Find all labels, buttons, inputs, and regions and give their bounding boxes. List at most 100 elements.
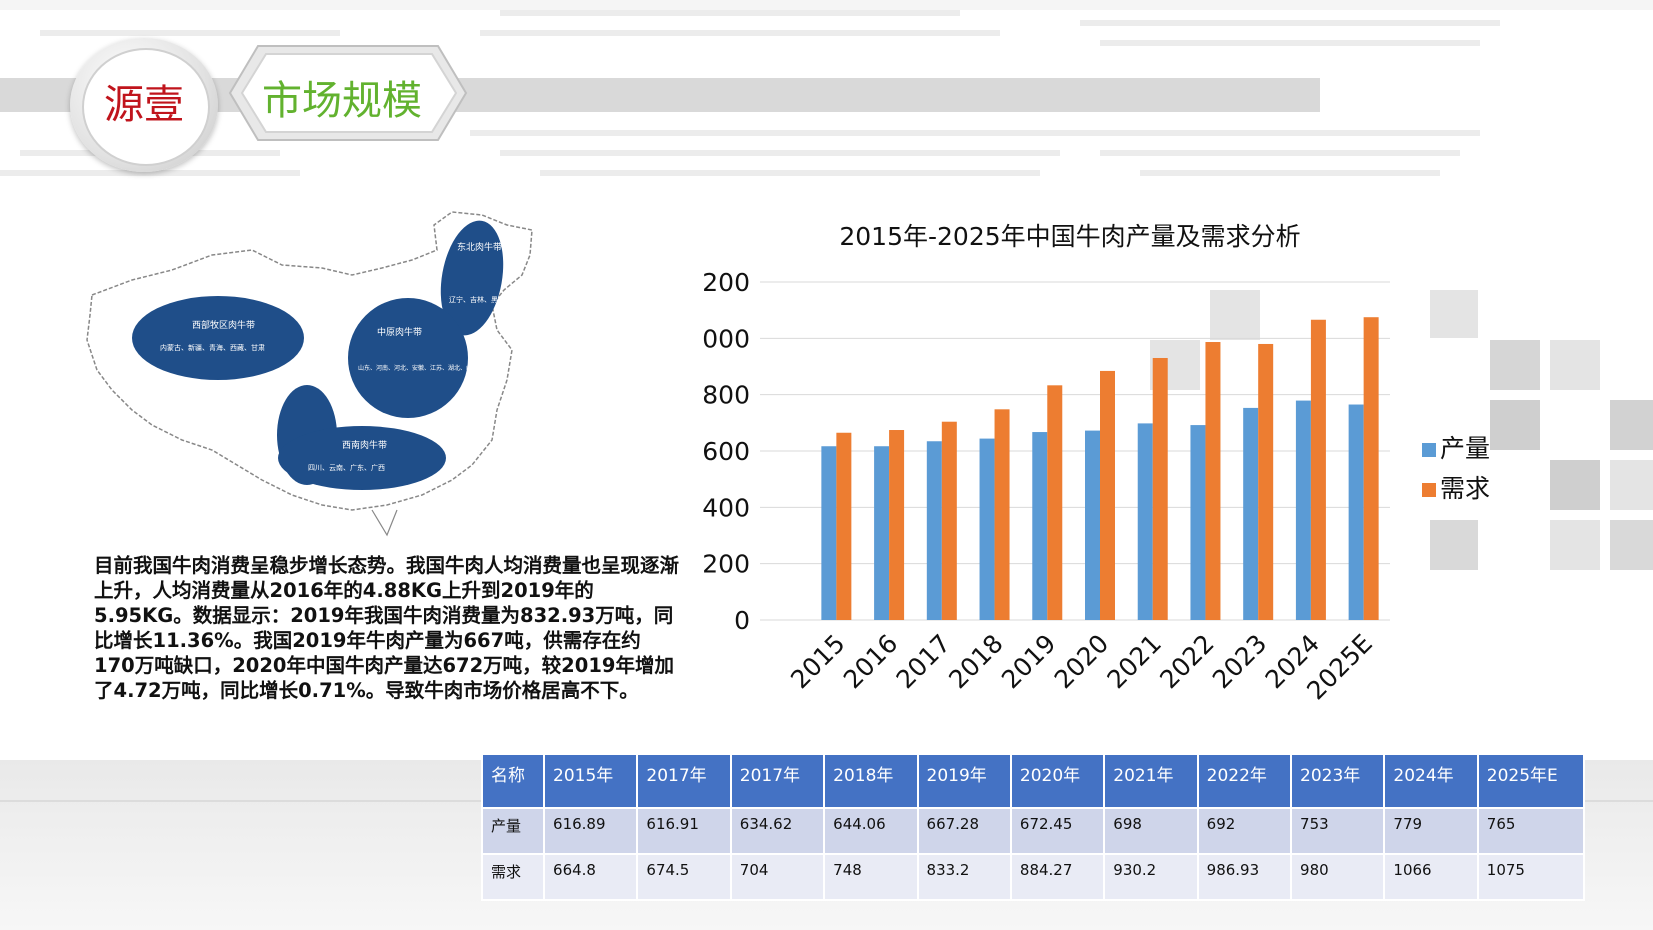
table-cell: 704 [729, 853, 826, 901]
table-cell: 692 [1196, 807, 1293, 855]
bar-demand [1258, 343, 1274, 620]
table-cell: 1066 [1383, 853, 1479, 901]
table-cell: 986.93 [1196, 853, 1293, 901]
table-cell: 644.06 [823, 807, 919, 855]
y-tick-label: 200 [702, 550, 750, 579]
x-tick-label: 2015 [785, 629, 850, 694]
region-west-name: 西部牧区肉牛带 [192, 319, 255, 331]
table-header-cell: 2020年 [1009, 753, 1106, 809]
table-header-cell: 2021年 [1103, 753, 1199, 809]
table-cell: 1075 [1476, 853, 1586, 901]
table-cell: 753 [1290, 807, 1386, 855]
region-southwest-provinces: 四川、云南、广东、广西 [308, 463, 385, 472]
table-header-cell: 2017年 [729, 753, 826, 809]
table-cell: 产量 [480, 807, 546, 855]
table-cell: 698 [1103, 807, 1199, 855]
y-tick-label: 400 [702, 493, 750, 522]
table-header-cell: 2017年 [636, 753, 732, 809]
bar-production [979, 438, 995, 620]
page-title: 市场规模 [262, 78, 422, 124]
region-west-provinces: 内蒙古、新疆、青海、西藏、甘肃 [160, 343, 265, 352]
bar-production [926, 441, 942, 620]
bar-production [874, 446, 890, 620]
beef-chart: 2015年-2025年中国牛肉产量及需求分析 0 200 400 600 800 1000… [686, 215, 1500, 745]
region-northeast-name: 东北肉牛带 [457, 241, 502, 253]
region-west [132, 296, 304, 380]
region-central [348, 298, 468, 418]
y-tick-label: 1000 [700, 324, 750, 353]
x-tick-label: 2018 [943, 629, 1008, 694]
table-cell: 616.89 [543, 807, 639, 855]
bar-production [1032, 432, 1048, 620]
x-tick-label: 2021 [1101, 629, 1166, 694]
region-central-provinces: 山东、河南、河北、安徽、江苏、湖北、山西、山西 [358, 364, 496, 372]
data-table: 名称 2015年 2017年 2017年 2018年 2019年 2020年 2021年 202… [480, 753, 1586, 901]
table-cell: 748 [823, 853, 919, 901]
region-northeast-provinces: 辽宁、吉林、黑龙江 [449, 295, 512, 304]
region-central-name: 中原肉牛带 [377, 326, 422, 338]
title-tag-shape [228, 45, 468, 141]
x-tick-label: 2023 [1207, 629, 1272, 694]
table-cell: 980 [1290, 853, 1386, 901]
region-southwest [278, 426, 446, 490]
table-row: 需求 664.8 674.5 704 748 833.2 884.27 930.2 986.93… [480, 853, 1586, 901]
bar-production [1243, 407, 1259, 620]
table-cell: 672.45 [1009, 807, 1106, 855]
bar-demand [994, 409, 1010, 620]
legend-label: 需求 [1440, 474, 1490, 503]
table-header-cell: 2024年 [1383, 753, 1479, 809]
table-header-cell: 2023年 [1290, 753, 1386, 809]
bar-demand [1152, 357, 1168, 620]
y-tick-label: 800 [702, 381, 750, 410]
bar-production [1190, 425, 1206, 620]
bar-demand [1047, 385, 1063, 620]
china-outline [86, 211, 533, 511]
table-header-cell: 2022年 [1196, 753, 1293, 809]
table-cell: 616.91 [636, 807, 732, 855]
table-row: 产量 616.89 616.91 634.62 644.06 667.28 672.45 69… [480, 807, 1586, 855]
legend-swatch [1422, 443, 1436, 457]
badge-label: 源壹 [104, 82, 184, 128]
market-description: 目前我国牛肉消费呈稳步增长态势。我国牛肉人均消费量也呈现逐渐上升，人均消费量从2… [94, 554, 680, 702]
table-cell: 634.62 [729, 807, 826, 855]
x-tick-label: 2016 [838, 629, 903, 694]
bar-demand [1100, 370, 1115, 620]
x-tick-label: 2017 [891, 629, 956, 694]
y-tick-label: 600 [702, 437, 750, 466]
decorative-squares [1150, 290, 1653, 570]
table-header-cell: 2015年 [543, 753, 639, 809]
bar-demand [1205, 342, 1221, 620]
region-southwest-name: 西南肉牛带 [342, 439, 387, 451]
table-cell: 664.8 [543, 853, 639, 901]
bar-production [821, 446, 837, 620]
bar-demand [889, 430, 905, 620]
bar-production [1085, 430, 1100, 620]
y-tick-label: 1200 [700, 268, 750, 297]
bar-demand [941, 421, 957, 620]
x-tick-label: 2019 [996, 629, 1061, 694]
bar-production [1295, 400, 1311, 620]
chart-title: 2015年-2025年中国牛肉产量及需求分析 [839, 222, 1300, 251]
bar-demand [1310, 319, 1326, 620]
table-header-cell: 2019年 [916, 753, 1012, 809]
table-cell: 667.28 [916, 807, 1012, 855]
table-header-cell: 名称 [480, 753, 546, 809]
world-map-background [0, 0, 1653, 176]
region-northeast [440, 220, 504, 336]
bar-demand [1363, 317, 1379, 620]
legend-label: 产量 [1440, 434, 1490, 463]
table-cell: 需求 [480, 853, 546, 901]
table-cell: 765 [1476, 807, 1586, 855]
legend-swatch [1422, 483, 1436, 497]
table-cell: 884.27 [1009, 853, 1106, 901]
bar-demand [836, 432, 852, 620]
table-cell: 833.2 [916, 853, 1012, 901]
bar-production [1137, 423, 1153, 620]
table-header-cell: 2018年 [823, 753, 919, 809]
table-cell: 779 [1383, 807, 1479, 855]
badge-inner [82, 48, 210, 166]
y-tick-label: 0 [734, 606, 750, 635]
table-header-cell: 2025年E [1476, 753, 1586, 809]
china-beef-map: 东北肉牛带 辽宁、吉林、黑龙江 西部牧区肉牛带 内蒙古、新疆、青海、西藏、甘肃 … [52, 210, 606, 540]
x-tick-label: 2020 [1049, 629, 1114, 694]
